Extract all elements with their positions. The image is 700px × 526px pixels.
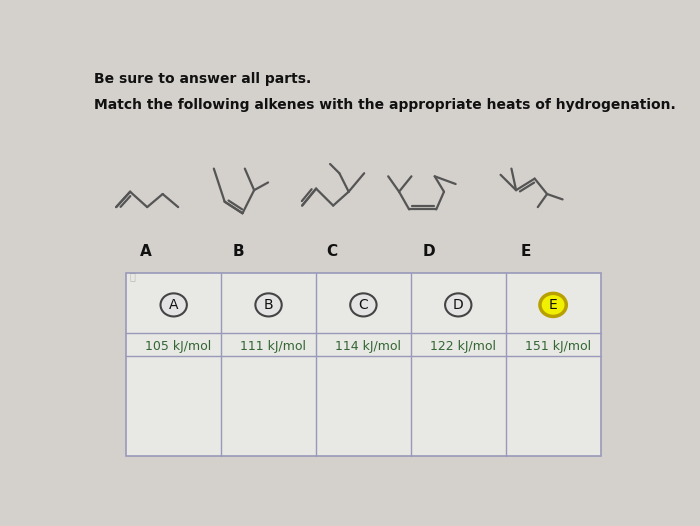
Ellipse shape [445,294,471,317]
Ellipse shape [540,294,566,317]
Text: Be sure to answer all parts.: Be sure to answer all parts. [94,73,311,86]
Text: 105 kJ/mol: 105 kJ/mol [145,340,211,353]
Text: C: C [326,244,337,259]
Ellipse shape [350,294,377,317]
Bar [126,272,601,456]
Text: A: A [140,244,151,259]
Text: C: C [358,298,368,312]
Text: A: A [169,298,178,312]
Text: D: D [422,244,435,259]
Text: 111 kJ/mol: 111 kJ/mol [240,340,306,353]
Text: D: D [453,298,463,312]
Text: E: E [549,298,557,312]
Text: B: B [233,244,244,259]
Text: B: B [264,298,274,312]
Text: 122 kJ/mol: 122 kJ/mol [430,340,496,353]
Text: E: E [520,244,531,259]
Text: 114 kJ/mol: 114 kJ/mol [335,340,401,353]
Text: Match the following alkenes with the appropriate heats of hydrogenation.: Match the following alkenes with the app… [94,98,676,112]
Text: 151 kJ/mol: 151 kJ/mol [525,340,591,353]
Ellipse shape [256,294,281,317]
Ellipse shape [160,294,187,317]
Text: 🖼: 🖼 [130,271,135,281]
